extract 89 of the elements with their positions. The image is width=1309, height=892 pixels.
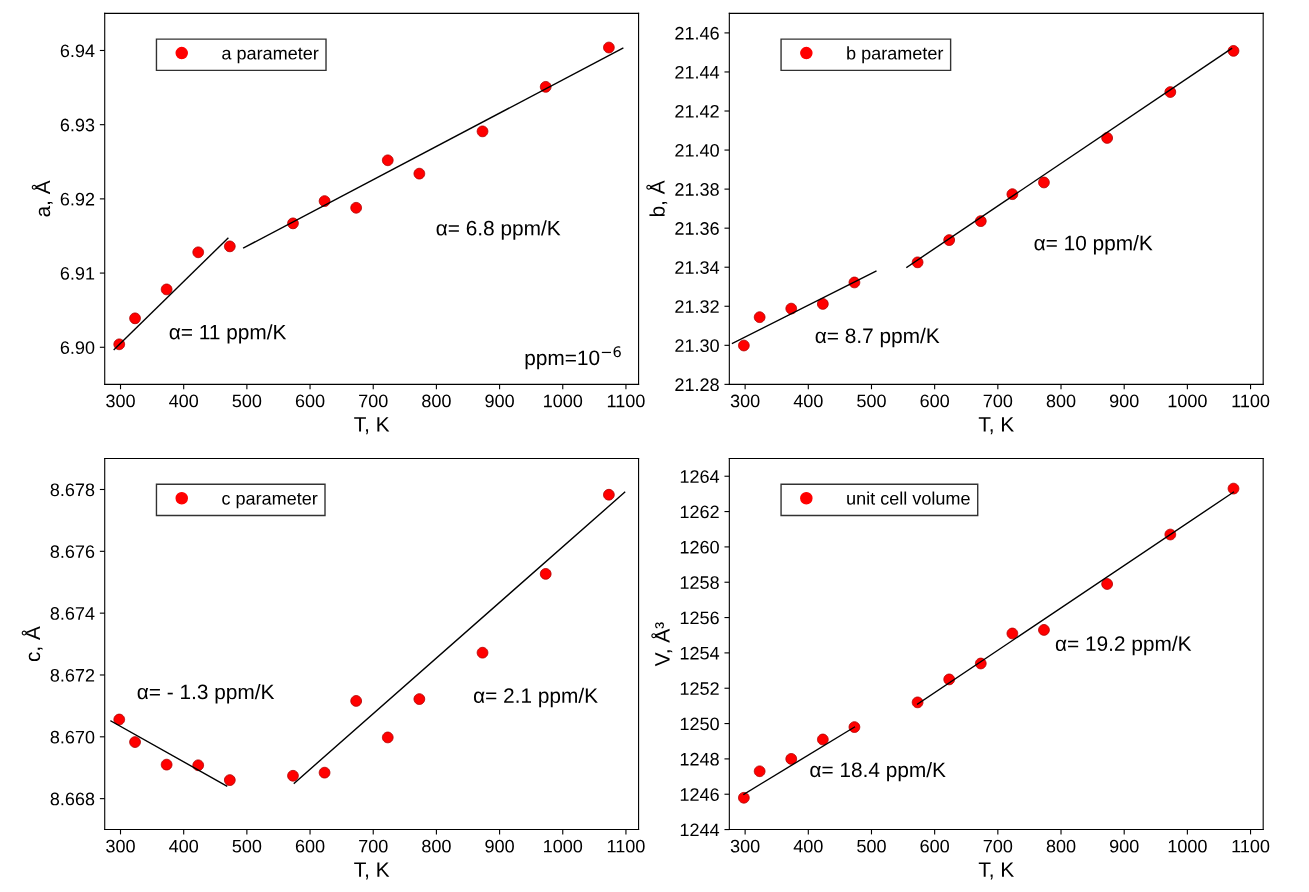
x-axis-title: T, K [978,417,1014,435]
x-tick-label: 800 [1046,839,1076,853]
legend-label: b parameter [847,46,944,64]
y-tick-label: 1264 [680,470,720,483]
y-tick-label: 21.38 [675,183,719,196]
y-tick-label: 21.44 [675,65,720,79]
y-axis-title: a, Å [31,180,53,217]
x-tick-label: 700 [359,839,388,853]
x-tick-label: 1000 [1168,839,1207,853]
annotation: α= 11 ppm/K [169,324,287,344]
y-tick-label: 21.40 [675,144,719,157]
annotation: α= 2.1 ppm/K [473,687,598,708]
x-tick-label: 300 [106,394,135,408]
x-tick-label: 500 [232,839,262,853]
x-tick-label: 600 [920,839,950,853]
x-tick-label: 400 [169,394,199,408]
x-tick-label: 1000 [544,394,583,408]
y-tick-label: 6.91 [60,267,95,280]
x-tick-label: 500 [857,394,886,408]
x-tick-label: 300 [730,839,760,853]
x-tick-label: 900 [1109,839,1139,853]
y-tick-label: 1254 [680,646,720,660]
x-tick-label: 700 [983,839,1013,853]
x-tick-label: 800 [1046,394,1076,408]
x-tick-label: 900 [485,839,514,853]
x-tick-label: 500 [232,394,262,408]
y-tick-label: 21.32 [675,300,719,313]
y-tick-label: 21.30 [675,339,719,353]
y-axis-title: b, Å [646,180,668,217]
annotation: ppm=10$^{−6}$ [525,346,621,370]
y-tick-label: 1244 [680,823,720,837]
y-tick-label: 6.90 [60,341,95,354]
y-tick-label: 1262 [680,505,719,519]
x-tick-label: 1100 [1232,394,1270,408]
x-tick-label: 600 [920,394,950,408]
x-tick-label: 600 [295,394,325,408]
x-tick-label: 700 [359,394,388,408]
annotation: α= 18.4 ppm/K [810,761,946,782]
x-tick-label: 400 [793,839,823,853]
y-tick-label: 21.46 [675,26,719,40]
y-tick-label: 1248 [680,752,719,766]
y-tick-label: 21.42 [675,104,719,118]
y-tick-label: 6.92 [60,192,95,206]
y-tick-label: 6.93 [60,118,95,132]
y-tick-label: 8.674 [50,607,95,620]
y-tick-label: 1256 [680,611,719,625]
x-tick-label: 800 [422,394,451,408]
y-tick-label: 6.94 [60,44,95,58]
x-tick-label: 900 [1109,394,1139,408]
annotation: α= 19.2 ppm/K [1055,635,1192,656]
y-tick-label: 21.28 [675,378,719,392]
y-tick-label: 1252 [680,682,719,695]
y-tick-label: 8.670 [50,730,95,744]
x-tick-label: 800 [422,839,451,853]
legend-label: c parameter [222,492,318,509]
legend-label: unit cell volume [847,491,970,505]
y-tick-label: 1260 [680,540,719,554]
y-tick-label: 21.36 [675,222,719,235]
annotation: α= 10 ppm/K [1034,235,1153,255]
x-tick-label: 1000 [544,839,583,853]
x-axis-title: T, K [354,862,390,880]
x-tick-label: 900 [485,394,514,408]
y-tick-label: 21.34 [675,261,720,274]
y-tick-label: 1258 [680,576,719,589]
y-tick-label: 8.676 [50,545,95,559]
y-tick-label: 8.678 [50,483,95,497]
x-tick-label: 300 [106,839,135,853]
x-tick-label: 300 [730,394,760,408]
x-tick-label: 600 [295,839,325,853]
y-axis-title: c, Å [21,626,43,662]
y-tick-label: 1250 [680,717,719,731]
legend-label: a parameter [222,47,319,64]
annotation: α= 8.7 ppm/K [815,327,940,348]
y-tick-label: 8.668 [50,792,95,806]
x-tick-label: 1000 [1168,394,1207,408]
x-tick-label: 1100 [1232,839,1270,853]
x-tick-label: 400 [169,839,199,853]
y-axis-title: V, Å³ [651,622,673,667]
y-tick-label: 1246 [680,788,719,801]
x-tick-label: 1100 [607,394,645,408]
x-tick-label: 1100 [607,839,645,853]
x-axis-title: T, K [354,417,390,435]
annotation: α= 6.8 ppm/K [436,220,561,240]
x-tick-label: 500 [857,839,886,853]
annotation: α= - 1.3 ppm/K [137,684,275,704]
x-axis-title: T, K [978,862,1014,880]
x-tick-label: 400 [793,394,823,408]
x-tick-label: 700 [983,394,1013,408]
y-tick-label: 8.672 [50,668,95,682]
